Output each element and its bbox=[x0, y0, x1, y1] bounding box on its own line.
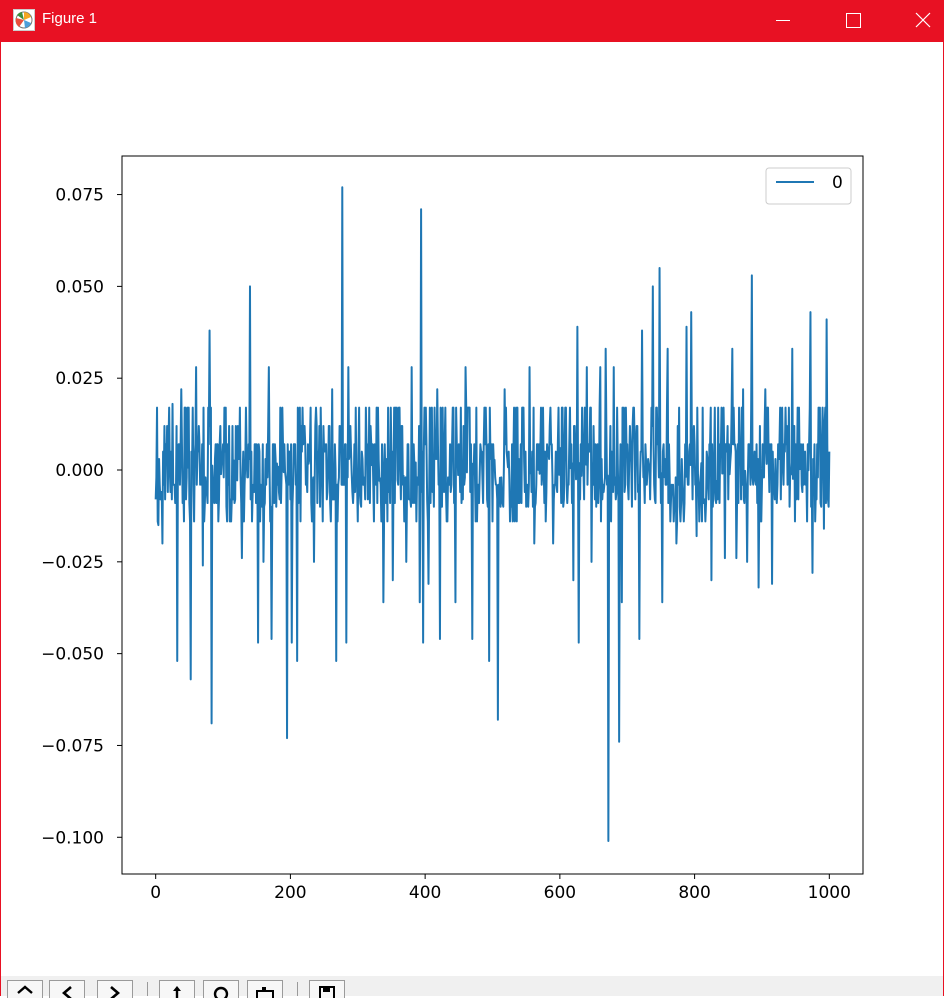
configure-subplots-button[interactable] bbox=[247, 980, 283, 998]
toolbar-separator bbox=[297, 982, 298, 996]
forward-button[interactable] bbox=[97, 980, 133, 998]
save-disk-icon bbox=[319, 986, 335, 998]
axes-frame bbox=[121, 155, 864, 875]
matplotlib-logo-icon bbox=[13, 9, 35, 31]
back-button[interactable] bbox=[49, 980, 85, 998]
toolbar-separator bbox=[147, 982, 148, 996]
x-tick-label: 400 bbox=[409, 883, 441, 903]
maximize-icon bbox=[846, 13, 861, 28]
x-tick-label: 1000 bbox=[808, 883, 851, 903]
close-button[interactable] bbox=[898, 0, 944, 42]
minimize-button[interactable] bbox=[760, 0, 806, 42]
window-border-left bbox=[0, 42, 1, 996]
y-axis-ticks: 0.075 0.050 0.025 0.000 −0.025 −0.050 −0.075 −0… bbox=[41, 186, 122, 848]
y-tick-label: 0.000 bbox=[55, 461, 104, 481]
minimize-icon bbox=[776, 20, 790, 21]
home-icon bbox=[17, 985, 33, 994]
title-bar: Figure 1 bbox=[0, 0, 944, 42]
pan-button[interactable] bbox=[159, 980, 195, 998]
series-line-0 bbox=[154, 186, 831, 842]
y-tick-label: 0.050 bbox=[55, 277, 104, 297]
zoom-button[interactable] bbox=[203, 980, 239, 998]
y-tick-label: −0.050 bbox=[41, 645, 104, 665]
legend-box bbox=[765, 167, 852, 205]
zoom-magnifier-icon bbox=[213, 986, 229, 998]
home-button[interactable] bbox=[7, 980, 43, 998]
x-axis-ticks: 0 200 400 600 800 1000 bbox=[150, 874, 851, 903]
pan-move-icon bbox=[173, 986, 181, 998]
close-icon bbox=[915, 12, 931, 28]
plot-line-layer bbox=[154, 186, 831, 842]
x-tick-label: 200 bbox=[274, 883, 306, 903]
save-button[interactable] bbox=[309, 980, 345, 998]
y-tick-label: −0.100 bbox=[41, 828, 104, 848]
y-tick-label: 0.025 bbox=[55, 369, 104, 389]
y-tick-label: 0.075 bbox=[55, 186, 104, 206]
x-tick-label: 600 bbox=[544, 883, 576, 903]
y-tick-label: −0.025 bbox=[41, 553, 104, 573]
x-tick-label: 800 bbox=[678, 883, 710, 903]
legend-label: 0 bbox=[832, 173, 843, 193]
y-tick-label: −0.075 bbox=[41, 736, 104, 756]
maximize-button[interactable] bbox=[830, 0, 876, 42]
x-tick-label: 0 bbox=[150, 883, 161, 903]
legend: 0 bbox=[765, 167, 852, 205]
figure-canvas[interactable]: 0 200 400 600 800 1000 0.075 0.050 0.025 0.000 −0… bbox=[0, 42, 944, 976]
window-title: Figure 1 bbox=[42, 10, 98, 27]
navigation-toolbar bbox=[1, 976, 943, 998]
